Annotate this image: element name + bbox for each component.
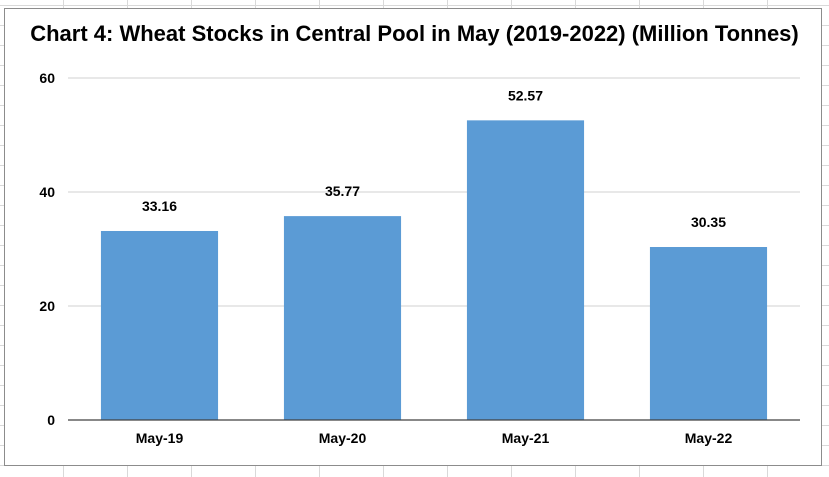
y-axis-tick-labels: 0 20 40 60 <box>39 70 55 428</box>
chart-title: Chart 4: Wheat Stocks in Central Pool in… <box>30 21 799 46</box>
bar-may-20[interactable] <box>283 216 402 420</box>
bar-may-21[interactable] <box>466 120 585 420</box>
data-label: 52.57 <box>508 87 543 103</box>
x-tick-label: May-22 <box>685 430 733 446</box>
bar-may-22[interactable] <box>649 247 768 420</box>
y-tick-label: 0 <box>47 412 55 428</box>
bar-may-19[interactable] <box>100 230 219 420</box>
data-label: 30.35 <box>691 214 726 230</box>
y-tick-label: 20 <box>39 298 55 314</box>
y-tick-label: 40 <box>39 184 55 200</box>
x-tick-label: May-20 <box>319 430 367 446</box>
bars <box>100 120 768 420</box>
data-label: 35.77 <box>325 183 360 199</box>
x-tick-label: May-19 <box>136 430 184 446</box>
x-axis-tick-labels: May-19 May-20 May-21 May-22 <box>136 430 733 446</box>
data-label: 33.16 <box>142 198 177 214</box>
x-tick-label: May-21 <box>502 430 550 446</box>
data-labels: 33.16 35.77 52.57 30.35 <box>142 87 726 230</box>
y-tick-label: 60 <box>39 70 55 86</box>
